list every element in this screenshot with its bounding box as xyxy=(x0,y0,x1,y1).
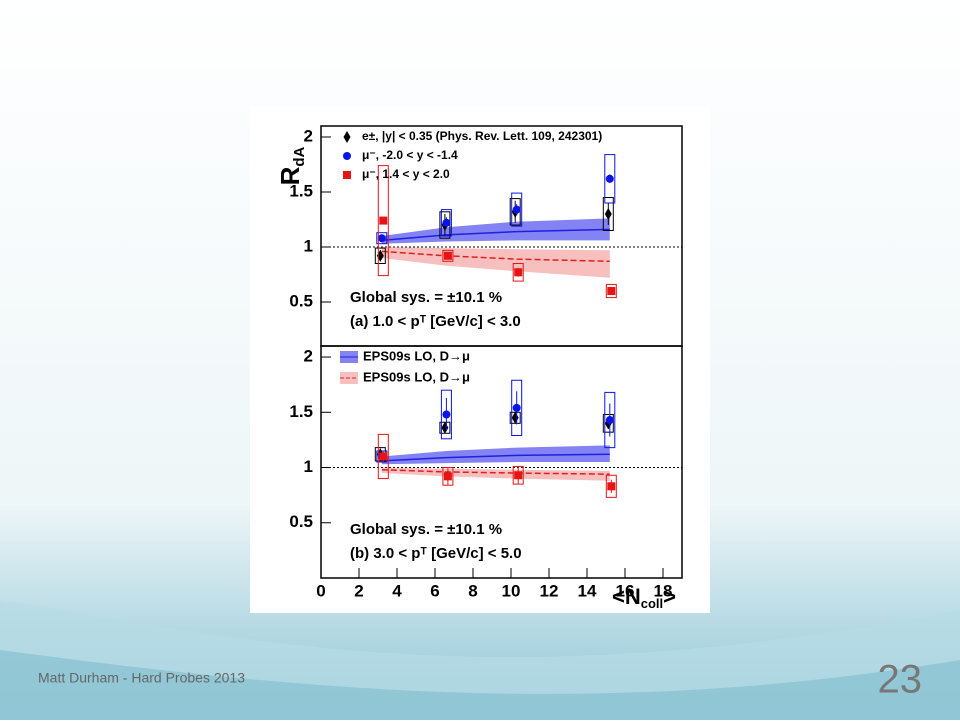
x-tick-label: 14 xyxy=(578,581,597,600)
legend-label: e±, |y| < 0.35 (Phys. Rev. Lett. 109, 24… xyxy=(362,129,602,143)
sys-box xyxy=(511,379,523,436)
sys-box xyxy=(602,197,614,231)
annotation: (b) 3.0 < pᵀ [GeV/c] < 5.0 xyxy=(350,545,522,562)
marker xyxy=(442,218,451,227)
y-tick-label: 2 xyxy=(304,126,313,145)
marker xyxy=(377,234,386,243)
marker xyxy=(607,482,616,491)
marker xyxy=(604,208,612,220)
marker xyxy=(343,152,351,160)
sys-box xyxy=(511,192,523,227)
marker xyxy=(442,410,451,419)
sys-box xyxy=(377,165,389,277)
y-tick-label: 0.5 xyxy=(289,512,313,531)
sys-box xyxy=(440,209,452,237)
marker xyxy=(607,287,616,295)
model-band xyxy=(381,445,610,465)
marker xyxy=(443,251,452,260)
x-tick-label: 2 xyxy=(354,581,363,600)
x-tick-label: 18 xyxy=(654,581,673,600)
marker xyxy=(343,131,351,143)
marker xyxy=(443,472,452,481)
sys-box xyxy=(604,154,616,204)
x-axis-label-end: > xyxy=(663,584,676,609)
y-axis-label-main: R xyxy=(275,166,305,185)
model-central xyxy=(381,453,610,462)
model-band xyxy=(381,218,610,244)
x-tick-label: 4 xyxy=(392,581,402,600)
marker xyxy=(379,452,388,461)
sys-box xyxy=(377,433,389,480)
footer-text: Matt Durham - Hard Probes 2013 xyxy=(38,670,245,686)
sys-box xyxy=(442,249,454,262)
model-central xyxy=(381,228,610,242)
sys-box xyxy=(376,232,388,245)
model-central xyxy=(381,250,610,263)
model-central xyxy=(381,468,610,475)
page-number: 23 xyxy=(878,658,923,702)
legend-label: EPS09s LO, D→μ xyxy=(363,369,470,384)
marker xyxy=(512,205,521,214)
x-axis-label-sub: coll xyxy=(641,596,663,611)
marker xyxy=(514,268,523,277)
y-tick-label: 1.5 xyxy=(289,181,313,200)
y-axis-label-sub: dA xyxy=(291,146,308,166)
marker xyxy=(514,471,523,480)
x-axis-label-main: <N xyxy=(612,584,641,609)
sys-box xyxy=(374,247,386,265)
sys-box xyxy=(439,211,451,239)
y-tick-label: 1 xyxy=(304,457,313,476)
sys-box xyxy=(602,413,614,433)
sys-box xyxy=(440,389,452,440)
sys-box xyxy=(512,263,524,282)
x-tick-label: 0 xyxy=(316,581,325,600)
annotation: Global sys. = ±10.1 % xyxy=(350,521,502,538)
marker xyxy=(512,403,521,412)
y-tick-label: 2 xyxy=(304,347,313,366)
annotation: (a) 1.0 < pᵀ [GeV/c] < 3.0 xyxy=(350,313,521,330)
legend-label: EPS09s LO, D→μ xyxy=(363,348,470,363)
model-band xyxy=(381,467,610,481)
sys-box xyxy=(604,391,616,449)
x-tick-label: 16 xyxy=(616,581,635,600)
wave xyxy=(0,650,960,720)
y-tick-label: 1 xyxy=(304,236,313,255)
legend-label: μ⁻, 1.4 < y < 2.0 xyxy=(362,167,450,181)
chart-image xyxy=(250,107,710,613)
x-tick-label: 8 xyxy=(468,581,477,600)
y-tick-label: 0.5 xyxy=(289,291,313,310)
sys-box xyxy=(605,283,617,299)
x-tick-label: 10 xyxy=(502,581,521,600)
y-axis-label: RdA xyxy=(275,146,308,185)
legend-label: μ⁻, -2.0 < y < -1.4 xyxy=(362,148,458,162)
y-tick-label: 1.5 xyxy=(289,402,313,421)
marker xyxy=(343,171,351,179)
marker xyxy=(379,216,388,225)
marker xyxy=(605,174,614,183)
x-tick-label: 12 xyxy=(540,581,559,600)
sys-box xyxy=(605,474,617,498)
annotation: Global sys. = ±10.1 % xyxy=(350,289,502,306)
plot-frame xyxy=(320,345,683,579)
x-tick-label: 6 xyxy=(430,581,439,600)
marker xyxy=(605,416,614,425)
x-axis-label: <Ncoll> xyxy=(612,584,676,612)
sys-box xyxy=(509,198,521,226)
